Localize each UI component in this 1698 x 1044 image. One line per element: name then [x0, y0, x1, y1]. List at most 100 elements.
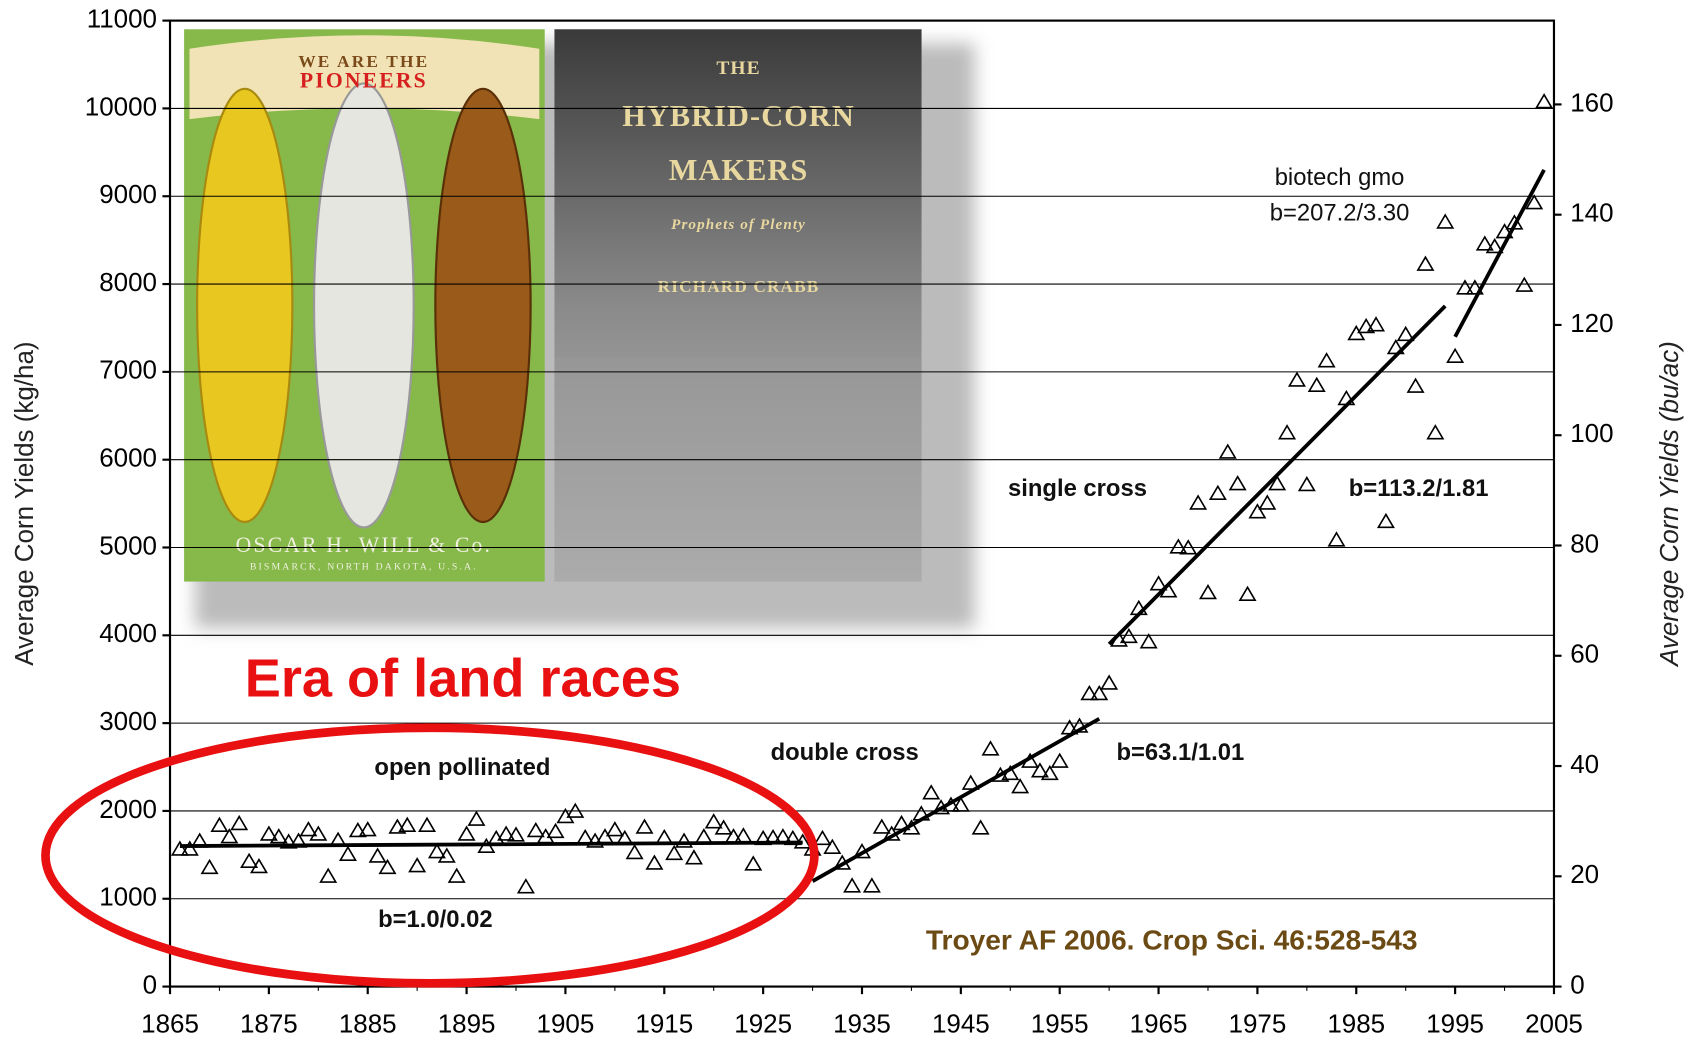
y-tick-label: 11000 [87, 3, 157, 33]
data-point [1448, 349, 1463, 362]
source-note: Troyer AF 2006. Crop Sci. 46:528-543 [926, 925, 1418, 956]
data-point [1438, 215, 1453, 228]
data-point [202, 860, 217, 873]
y2-tick-label: 80 [1570, 528, 1599, 558]
cover-images: WE ARE THEPIONEERSOSCAR H. WILL & Co.BIS… [184, 29, 975, 628]
data-point [1220, 445, 1235, 458]
data-point [1299, 478, 1314, 491]
book-text: Prophets of Plenty [671, 216, 806, 233]
data-point [686, 851, 701, 864]
corn-cob [435, 89, 530, 522]
x-tick-label: 1865 [141, 1008, 199, 1038]
x-tick-label: 1965 [1130, 1008, 1188, 1038]
annotation: open pollinated [374, 754, 550, 781]
data-point [1260, 496, 1275, 509]
y-tick-label: 8000 [99, 267, 157, 297]
book-text: HYBRID-CORN [622, 99, 855, 133]
y2-axis-label: Average Corn Yields (bu/ac) [1654, 341, 1684, 668]
data-point [1250, 505, 1265, 518]
y2-tick-label: 120 [1570, 308, 1613, 338]
y2-tick-label: 60 [1570, 639, 1599, 669]
data-point [340, 847, 355, 860]
data-point [1240, 587, 1255, 600]
annotation: b=63.1/1.01 [1116, 739, 1244, 766]
y2-tick-label: 160 [1570, 87, 1613, 117]
data-point [410, 859, 425, 872]
data-point [1517, 278, 1532, 291]
data-point [212, 818, 227, 831]
data-point [242, 854, 257, 867]
data-point [459, 827, 474, 840]
data-point [528, 824, 543, 837]
y-tick-label: 10000 [85, 91, 157, 121]
annotation: double cross [771, 739, 919, 766]
x-tick-label: 1955 [1031, 1008, 1089, 1038]
data-point [1171, 540, 1186, 553]
y-axis-label: Average Corn Yields (kg/ha) [9, 341, 39, 665]
annotation: single cross [1008, 475, 1147, 502]
data-point [1200, 586, 1215, 599]
data-point [736, 829, 751, 842]
x-tick-label: 1875 [240, 1008, 298, 1038]
data-point [1102, 676, 1117, 689]
book-text: THE [716, 58, 760, 79]
x-tick-label: 1945 [932, 1008, 990, 1038]
data-point [1537, 95, 1552, 108]
data-point [924, 786, 939, 799]
x-tick-label: 1935 [833, 1008, 891, 1038]
book-text: MAKERS [669, 153, 809, 187]
data-point [518, 880, 533, 893]
data-point [1408, 379, 1423, 392]
data-point [548, 824, 563, 837]
data-point [1191, 496, 1206, 509]
y-tick-label: 2000 [99, 794, 157, 824]
y-tick-label: 5000 [99, 530, 157, 560]
data-point [983, 742, 998, 755]
data-point [864, 879, 879, 892]
page: WE ARE THEPIONEERSOSCAR H. WILL & Co.BIS… [0, 0, 1698, 1044]
y2-tick-label: 100 [1570, 418, 1613, 448]
data-point [637, 820, 652, 833]
data-point [815, 831, 830, 844]
data-point [419, 818, 434, 831]
data-point [1319, 354, 1334, 367]
x-tick-label: 1885 [339, 1008, 397, 1038]
data-point [667, 846, 682, 859]
y-tick-label: 4000 [99, 618, 157, 648]
chart: WE ARE THEPIONEERSOSCAR H. WILL & Co.BIS… [0, 0, 1698, 1044]
y2-tick-label: 140 [1570, 198, 1613, 228]
trend-line [1455, 170, 1544, 337]
data-point [845, 879, 860, 892]
data-point [825, 840, 840, 853]
poster-text: OSCAR H. WILL & Co. [236, 533, 492, 557]
data-point [1309, 378, 1324, 391]
x-tick-label: 1905 [537, 1008, 595, 1038]
annotation: b=1.0/0.02 [378, 906, 493, 933]
data-point [746, 857, 761, 870]
x-tick-label: 1995 [1426, 1008, 1484, 1038]
data-point [696, 830, 711, 843]
data-point [973, 821, 988, 834]
data-point [1052, 754, 1067, 767]
annotation: b=207.2/3.30 [1270, 200, 1410, 227]
y-tick-label: 7000 [99, 355, 157, 385]
y2-tick-label: 0 [1570, 969, 1584, 999]
data-point [1013, 780, 1028, 793]
data-point [1329, 533, 1344, 546]
corn-cob [197, 89, 292, 522]
data-point [1428, 426, 1443, 439]
y2-tick-label: 20 [1570, 859, 1599, 889]
data-point [232, 817, 247, 830]
x-tick-label: 1985 [1327, 1008, 1385, 1038]
data-point [360, 823, 375, 836]
y2-tick-label: 40 [1570, 749, 1599, 779]
annotation: b=113.2/1.81 [1349, 475, 1489, 502]
x-tick-label: 1895 [438, 1008, 496, 1038]
y-tick-label: 0 [143, 969, 157, 999]
annotation: biotech gmo [1275, 164, 1405, 191]
data-point [449, 869, 464, 882]
x-tick-label: 1975 [1229, 1008, 1287, 1038]
data-point [1378, 514, 1393, 527]
book-text: RICHARD CRABB [658, 277, 820, 296]
x-tick-label: 1915 [635, 1008, 693, 1038]
